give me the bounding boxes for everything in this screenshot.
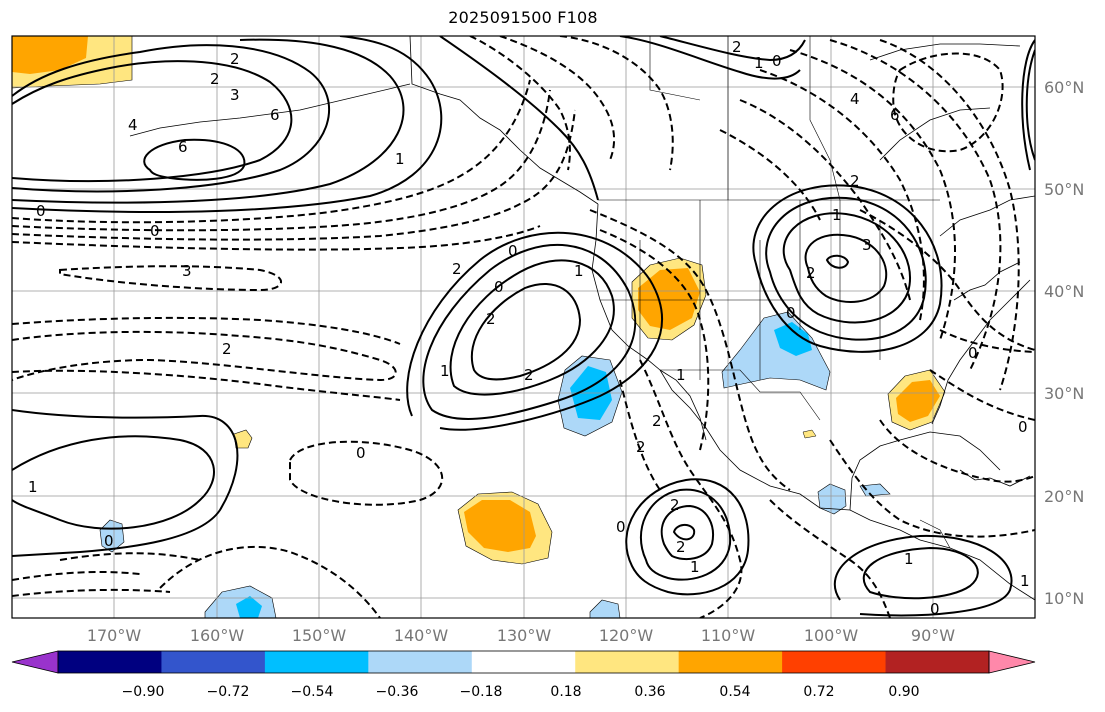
contour-label: 0 <box>36 202 46 220</box>
colorbar-swatch <box>678 651 783 673</box>
lon-label: 110°W <box>700 626 756 645</box>
contour-label: 1 <box>690 558 700 576</box>
contour-label: 2 <box>806 264 816 282</box>
contour-label: 0 <box>616 518 626 536</box>
colorbar-tick-label: −0.90 <box>121 684 165 700</box>
contour-label: 0 <box>786 304 796 322</box>
colorbar-swatch <box>885 651 990 673</box>
contour-label: 0 <box>150 222 160 240</box>
positive-shading <box>12 36 946 565</box>
contour-label: 1 <box>440 362 450 380</box>
negative-shading <box>99 311 891 618</box>
contour-label: 2 <box>670 496 680 514</box>
contour-label: 6 <box>890 106 900 124</box>
contour-label: 3 <box>230 86 240 104</box>
contour-label: 1 <box>754 54 764 72</box>
lon-label: 130°W <box>496 626 552 645</box>
contour-label: 2 <box>636 438 646 456</box>
lon-label: 150°W <box>291 626 347 645</box>
colorbar-swatch <box>368 651 473 673</box>
contour-label: 1 <box>1020 572 1030 590</box>
contour-label: 4 <box>850 90 860 108</box>
contour-label: 6 <box>178 138 188 156</box>
contour-label: 1 <box>395 150 405 168</box>
contour-label: 0 <box>772 52 782 70</box>
lat-label: 10°N <box>1044 589 1085 608</box>
colorbar-extend-high <box>988 650 1036 674</box>
contour-label: 2 <box>524 366 534 384</box>
contour-label: 2 <box>452 260 462 278</box>
contour-label: 2 <box>210 70 220 88</box>
lat-label: 20°N <box>1044 487 1085 506</box>
colorbar-tick-label: 0.72 <box>803 684 835 700</box>
contour-label: 2 <box>486 310 496 328</box>
borders <box>598 36 951 549</box>
dashed-contours <box>12 36 1035 618</box>
lat-label: 40°N <box>1044 282 1085 301</box>
lon-label: 90°W <box>910 626 956 645</box>
colorbar-swatch <box>782 651 887 673</box>
contour-label: 0 <box>930 600 940 618</box>
colorbar-frame <box>57 650 990 674</box>
lat-label: 30°N <box>1044 384 1085 403</box>
map-frame <box>11 35 1036 619</box>
colorbar-tick-label: −0.36 <box>375 684 419 700</box>
lon-label: 120°W <box>598 626 654 645</box>
shaded-fields <box>12 36 946 618</box>
colorbar-tick-label: −0.54 <box>290 684 334 700</box>
contour-label: 1 <box>28 478 38 496</box>
colorbar-swatch <box>161 651 266 673</box>
contour-label: 6 <box>270 106 280 124</box>
colorbar-swatch <box>575 651 680 673</box>
contour-label: 4 <box>128 116 138 134</box>
contour-label: 1 <box>904 550 914 568</box>
map-title: 2025091500 F108 <box>448 8 598 27</box>
colorbar-tick-label: 0.36 <box>634 684 666 700</box>
contour-label: 0 <box>104 532 114 550</box>
colorbar-tick-label: 0.18 <box>550 684 582 700</box>
contour-label: 0 <box>494 278 504 296</box>
colorbar-swatch <box>58 651 162 673</box>
contour-label: 2 <box>230 50 240 68</box>
contour-label: 3 <box>862 236 872 254</box>
lon-label: 140°W <box>393 626 449 645</box>
colorbar-tick-label: −0.72 <box>206 684 250 700</box>
contour-label: 3 <box>182 262 192 280</box>
contour-label: 2 <box>732 38 742 56</box>
lat-label: 50°N <box>1044 180 1085 199</box>
colorbar-tick-label: −0.18 <box>459 684 503 700</box>
colorbar-swatch <box>264 651 369 673</box>
solid-contours <box>12 36 1035 617</box>
colorbar-tick-label: 0.54 <box>719 684 751 700</box>
contour-label: 2 <box>222 340 232 358</box>
contour-label: 0 <box>508 242 518 260</box>
contour-label: 2 <box>850 172 860 190</box>
lon-label: 160°W <box>189 626 245 645</box>
contour-label: 1 <box>574 262 584 280</box>
contour-label: 1 <box>832 206 842 224</box>
contour-label: 2 <box>652 412 662 430</box>
contour-label: 1 <box>676 366 686 384</box>
contour-label: 0 <box>356 444 366 462</box>
colorbar-swatch <box>471 651 576 673</box>
lon-label: 100°W <box>803 626 859 645</box>
contour-labels: 2 2 3 4 6 6 1 0 0 3 2 2 0 2 2 1 0 1 0 2 … <box>28 38 1030 618</box>
lon-label: 170°W <box>86 626 142 645</box>
colorbar-tick-label: 0.90 <box>888 684 920 700</box>
lat-label: 60°N <box>1044 78 1085 97</box>
contour-label: 0 <box>968 344 978 362</box>
colorbar <box>11 650 1036 674</box>
colorbar-extend-low <box>11 650 59 674</box>
contour-label: 0 <box>1018 418 1028 436</box>
contour-label: 2 <box>676 538 686 556</box>
